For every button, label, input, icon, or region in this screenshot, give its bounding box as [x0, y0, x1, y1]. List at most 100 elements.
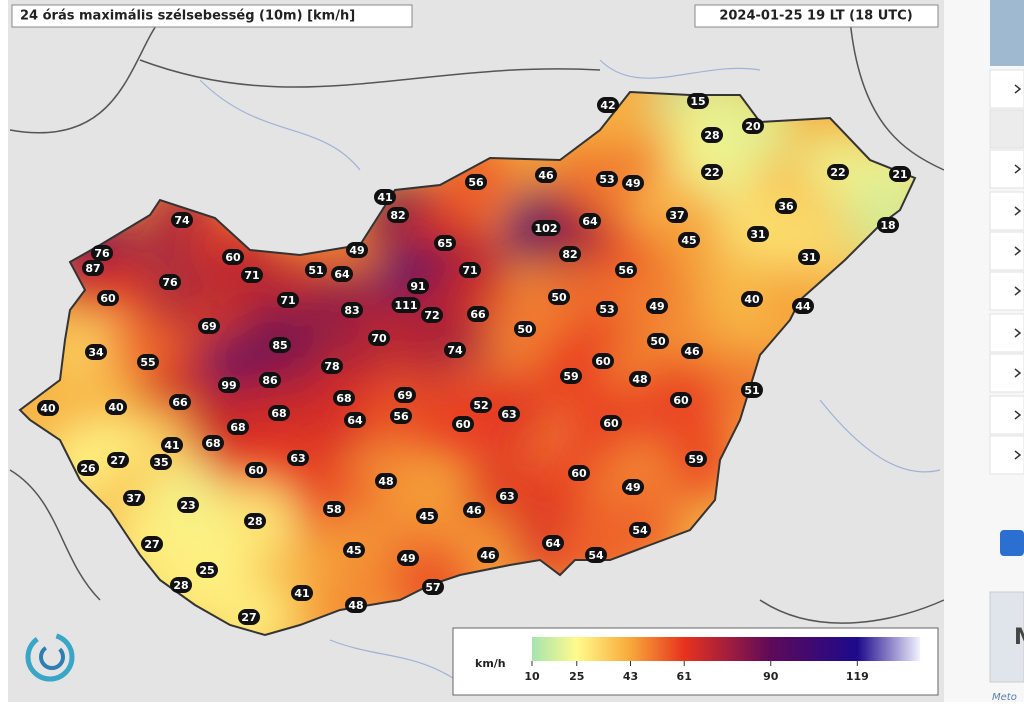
station-value: 20 [745, 120, 761, 133]
station-value: 74 [447, 344, 463, 357]
station-value: 49 [625, 177, 640, 190]
station-value: 60 [100, 292, 116, 305]
station-badge [159, 274, 181, 290]
station-badge [227, 419, 249, 435]
station-value: 68 [230, 421, 245, 434]
sidebar-row [989, 353, 1024, 393]
station-value: 53 [599, 303, 614, 316]
station-value: 71 [280, 294, 295, 307]
station-value: 51 [308, 264, 323, 277]
sidebar-caption: Meto [992, 692, 1017, 702]
station-value: 60 [603, 417, 619, 430]
sidebar-arrow [1014, 84, 1022, 94]
station-badge [422, 579, 444, 595]
station-value: 50 [650, 335, 666, 348]
station-value: 46 [538, 169, 554, 182]
station-value: 64 [582, 215, 598, 228]
timestamp: 2024-01-25 19 LT (18 UTC) [719, 9, 912, 24]
station-badge [681, 343, 703, 359]
legend-tick-label: 43 [623, 670, 638, 683]
station-badge [241, 267, 263, 283]
station-badge [222, 249, 244, 265]
sidebar-arrow [1014, 328, 1022, 338]
station-value: 21 [892, 168, 907, 181]
station-value: 56 [618, 264, 634, 277]
station-value: 53 [599, 173, 614, 186]
station-badge [496, 488, 518, 504]
station-value: 35 [153, 456, 168, 469]
station-value: 65 [437, 237, 452, 250]
station-badge [421, 307, 443, 323]
country-borders [9, 19, 945, 624]
timestamp-box [694, 4, 939, 28]
station-badge [345, 597, 367, 613]
station-value: 63 [290, 452, 305, 465]
station-value: 41 [294, 587, 309, 600]
sidebar-row [989, 435, 1024, 475]
station-value: 34 [88, 346, 104, 359]
station-badge [141, 536, 163, 552]
logo [25, 632, 75, 682]
legend-tick-label: 10 [524, 670, 540, 683]
station-badge [150, 454, 172, 470]
sidebar-image [990, 0, 1024, 66]
station-badge [615, 262, 637, 278]
station-badge [123, 490, 145, 506]
sidebar-row [989, 191, 1024, 231]
station-value: 48 [632, 373, 647, 386]
station-badge [470, 397, 492, 413]
station-value: 68 [205, 437, 220, 450]
station-value: 27 [144, 538, 159, 551]
sidebar-arrow [1014, 450, 1022, 460]
station-value: 68 [336, 392, 351, 405]
station-badge [333, 390, 355, 406]
station-value: 45 [346, 544, 361, 557]
station-badge [568, 465, 590, 481]
station-badge [321, 358, 343, 374]
station-badge [498, 406, 520, 422]
title-box [11, 4, 413, 28]
station-badge [670, 392, 692, 408]
station-badge [622, 175, 644, 191]
station-badge [647, 333, 669, 349]
station-value: 26 [80, 462, 96, 475]
station-badge [741, 291, 763, 307]
station-value: 45 [419, 510, 434, 523]
sidebar-button[interactable] [1000, 530, 1024, 556]
station-value: 64 [545, 537, 561, 550]
station-value: 87 [85, 262, 100, 275]
station-badge [701, 164, 723, 180]
station-value: 56 [393, 410, 409, 423]
station-badge [666, 207, 688, 223]
station-value: 66 [172, 396, 188, 409]
sidebar-arrow [1014, 246, 1022, 256]
sidebar-card[interactable] [989, 591, 1024, 683]
sidebar-arrow [1014, 286, 1022, 296]
station-badge [323, 501, 345, 517]
station-badge [196, 562, 218, 578]
station-badge [107, 452, 129, 468]
station-value: 18 [880, 219, 895, 232]
station-badge [331, 266, 353, 282]
station-badge [775, 198, 797, 214]
legend-unit: km/h [475, 657, 506, 670]
station-badge [678, 232, 700, 248]
station-badge [387, 207, 409, 223]
station-value: 31 [801, 251, 816, 264]
station-badge [374, 189, 396, 205]
station-badge [477, 547, 499, 563]
station-badge [287, 450, 309, 466]
sidebar-menu [989, 69, 1024, 475]
station-value: 86 [262, 374, 278, 387]
station-value: 69 [397, 389, 412, 402]
station-badge [37, 400, 59, 416]
sidebar-row [989, 109, 1024, 149]
station-value: 64 [334, 268, 350, 281]
sidebar-arrow [1014, 164, 1022, 174]
station-badge [375, 473, 397, 489]
station-badge [585, 547, 607, 563]
station-value: 111 [395, 299, 418, 312]
station-value: 63 [499, 490, 514, 503]
